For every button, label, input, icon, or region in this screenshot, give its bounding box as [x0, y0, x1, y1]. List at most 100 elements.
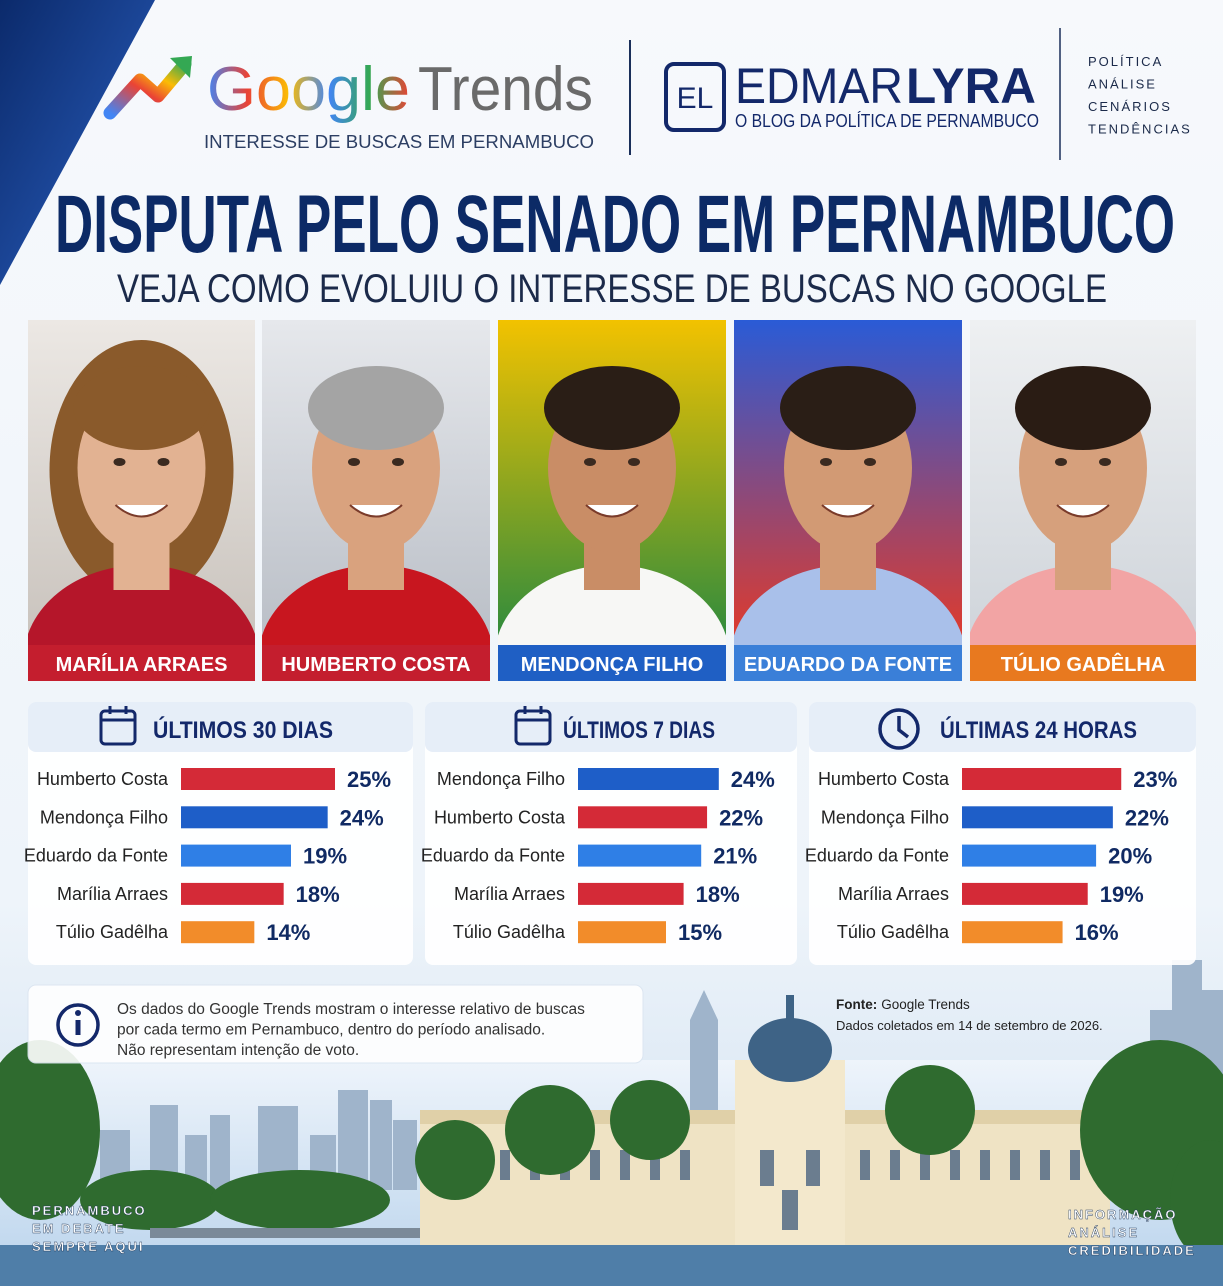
hair	[73, 366, 210, 450]
bar	[962, 921, 1063, 944]
value-label: 20%	[1108, 844, 1152, 869]
header-tag: POLÍTICA	[1088, 54, 1163, 69]
category-label: Mendonça Filho	[40, 807, 168, 827]
value-label: 22%	[1125, 805, 1169, 830]
category-label: Túlio Gadêlha	[453, 922, 566, 942]
category-label: Túlio Gadêlha	[837, 922, 950, 942]
source-line: Fonte: Google Trends	[836, 997, 970, 1012]
torso	[498, 565, 726, 645]
name-band	[262, 645, 490, 681]
eye	[584, 458, 596, 466]
trends-wordmark: Trends	[418, 55, 593, 124]
bar	[181, 844, 291, 867]
bar	[181, 882, 284, 905]
header-tagline: INTERESSE DE BUSCAS EM PERNAMBUCO	[204, 132, 594, 152]
value-label: 24%	[340, 805, 384, 830]
bar	[962, 768, 1122, 790]
category-label: Humberto Costa	[818, 769, 950, 789]
chart-title: ÚLTIMOS 7 DIAS	[563, 716, 715, 744]
value-label: 21%	[713, 844, 757, 869]
value-label: 23%	[1133, 767, 1177, 792]
bar	[181, 806, 328, 829]
value-label: 16%	[1075, 920, 1119, 945]
bar	[962, 882, 1088, 905]
bar	[578, 882, 684, 905]
bar	[181, 921, 255, 944]
name-band	[498, 645, 726, 681]
source-label: Fonte:	[836, 997, 877, 1012]
water	[0, 1245, 1223, 1286]
calendar-icon	[99, 706, 137, 746]
footer-right: ANÁLISE	[1068, 1225, 1139, 1240]
candidate-photo	[734, 320, 962, 645]
value-label: 19%	[1100, 882, 1144, 907]
brand-badge-frame	[664, 62, 726, 132]
smile	[821, 504, 875, 518]
footer-left: SEMPRE AQUI	[32, 1239, 145, 1254]
palace-spire	[786, 995, 794, 1020]
note-box	[27, 984, 644, 1064]
brand-tagline: O BLOG DA POLÍTICA DE PERNAMBUCO	[735, 111, 1039, 131]
info-icon	[75, 1020, 81, 1035]
footer-left: PERNAMBUCO	[32, 1203, 147, 1218]
candidate-photo	[262, 320, 490, 645]
chart-title: ÚLTIMOS 30 DIAS	[153, 716, 333, 744]
eye	[820, 458, 832, 466]
category-label: Marília Arraes	[57, 884, 168, 904]
value-label: 14%	[266, 920, 310, 945]
info-icon	[75, 1010, 81, 1016]
eye	[628, 458, 640, 466]
candidate-name: MENDONÇA FILHO	[521, 654, 704, 676]
candidate-name: EDUARDO DA FONTE	[744, 654, 952, 676]
value-label: 18%	[696, 882, 740, 907]
category-label: Marília Arraes	[454, 884, 565, 904]
source-name: Google Trends	[881, 997, 970, 1012]
hair	[780, 366, 916, 450]
category-label: Túlio Gadêlha	[56, 922, 169, 942]
category-label: Eduardo da Fonte	[24, 846, 168, 866]
candidate-photo	[970, 320, 1196, 645]
torso	[262, 565, 490, 645]
category-label: Mendonça Filho	[821, 807, 949, 827]
category-label: Humberto Costa	[434, 807, 566, 827]
candidate-name: MARÍLIA ARRAES	[56, 653, 228, 676]
header-tag: ANÁLISE	[1088, 77, 1157, 92]
value-label: 15%	[678, 920, 722, 945]
value-label: 18%	[296, 882, 340, 907]
chart-title: ÚLTIMAS 24 HORAS	[940, 716, 1137, 744]
header-tag: CENÁRIOS	[1088, 99, 1172, 114]
category-label: Mendonça Filho	[437, 769, 565, 789]
smile	[114, 504, 169, 518]
hair	[308, 366, 444, 450]
name-band	[734, 645, 962, 681]
smile	[1056, 504, 1110, 518]
value-label: 19%	[303, 844, 347, 869]
brand-first: EDMAR	[735, 58, 903, 114]
name-band	[970, 645, 1196, 681]
candidate-name: TÚLIO GADÊLHA	[1001, 652, 1165, 676]
subtitle: VEJA COMO EVOLUIU O INTERESSE DE BUSCAS …	[117, 267, 1107, 311]
brand-badge: EL	[677, 82, 714, 115]
footer-right: CREDIBILIDADE	[1068, 1243, 1196, 1258]
category-label: Eduardo da Fonte	[805, 846, 949, 866]
name-band	[28, 645, 255, 681]
bar	[962, 806, 1113, 829]
eye	[1055, 458, 1067, 466]
trends-arrow	[103, 57, 192, 120]
eye	[1099, 458, 1111, 466]
bar	[181, 768, 335, 790]
eye	[113, 458, 126, 466]
value-label: 24%	[731, 767, 775, 792]
bar	[578, 806, 708, 829]
corner-stripe	[0, 0, 155, 285]
value-label: 22%	[719, 805, 763, 830]
value-label: 25%	[347, 767, 391, 792]
brand-second: LYRA	[906, 58, 1036, 114]
candidate-photo	[498, 320, 726, 645]
eye	[348, 458, 360, 466]
main-title: DISPUTA PELO SENADO EM PERNAMBUCO	[55, 179, 1175, 270]
torso	[734, 565, 962, 645]
bar	[962, 844, 1097, 867]
torso	[970, 565, 1196, 645]
